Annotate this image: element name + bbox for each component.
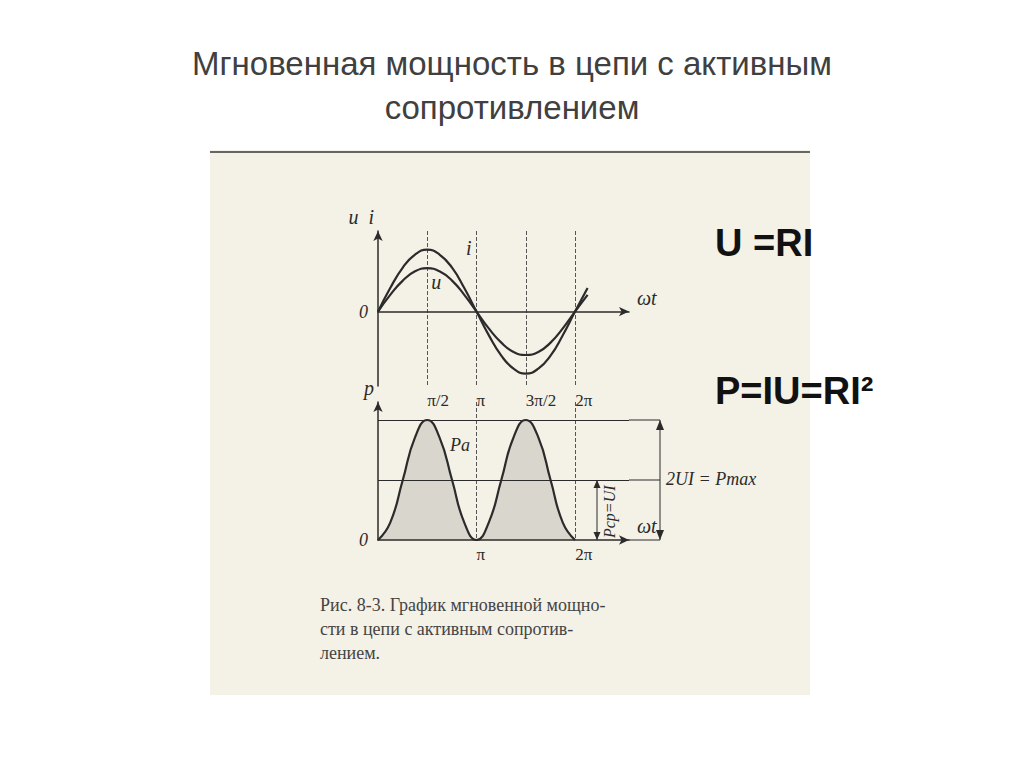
svg-text:2π: 2π: [575, 545, 593, 564]
svg-text:π: π: [477, 545, 486, 564]
svg-text:ωt: ωt: [637, 515, 657, 537]
html-text:U =RI: U =RI: [715, 222, 814, 264]
svg-text:π/2: π/2: [427, 391, 449, 410]
svg-text:u: u: [431, 271, 441, 293]
svg-text:3π/2: 3π/2: [526, 391, 556, 410]
svg-text:2UI = Pmax: 2UI = Pmax: [666, 469, 756, 489]
svg-text:Рис. 8-3. График мгновенной мо: Рис. 8-3. График мгновенной мощно-: [320, 595, 606, 615]
html-text:P=IU=RI²: P=IU=RI²: [715, 370, 874, 412]
svg-text:Pср=UI: Pср=UI: [601, 485, 619, 539]
svg-text:ωt: ωt: [637, 287, 657, 309]
html-text:Мгновенная мощность в цепи с а: Мгновенная мощность в цепи с активным со…: [192, 45, 832, 126]
svg-text:0: 0: [359, 302, 368, 322]
svg-text:u i: u i: [348, 206, 374, 228]
svg-text:лением.: лением.: [320, 643, 380, 663]
svg-text:p: p: [362, 377, 374, 400]
svg-text:0: 0: [359, 530, 368, 550]
svg-text:сти в цепи с активным сопротив: сти в цепи с активным сопротив-: [320, 619, 573, 639]
svg-text:π: π: [477, 391, 486, 410]
svg-text:Pa: Pa: [449, 435, 470, 455]
svg-text:2π: 2π: [575, 391, 593, 410]
svg-text:i: i: [466, 237, 472, 259]
